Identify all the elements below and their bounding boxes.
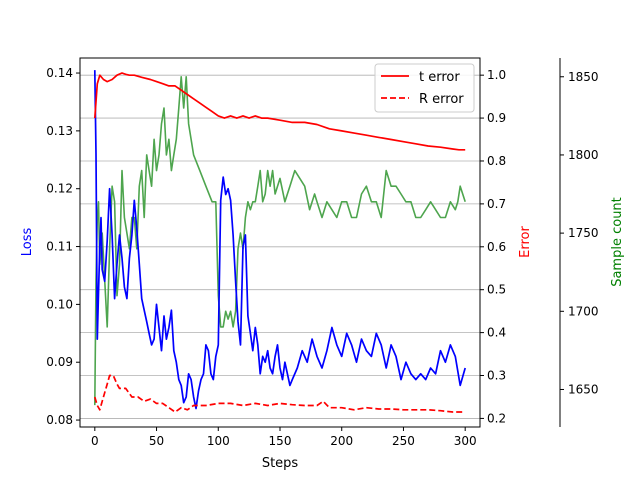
- far-right-tick-label: 1750: [568, 226, 599, 240]
- far-right-axis-label: Sample count: [610, 197, 625, 287]
- far-right-tick-label: 1700: [568, 304, 599, 318]
- x-tick-label: 300: [454, 434, 477, 448]
- legend-label-r-error: R error: [419, 92, 464, 107]
- legend-label-t-error: t error: [419, 70, 460, 85]
- legend: t error R error: [374, 63, 475, 113]
- x-axis: 0 50 100 150 200 250 300: [91, 427, 477, 448]
- left-axis-label: Loss: [20, 228, 35, 257]
- series-layer: [93, 70, 467, 413]
- right-tick-label: 0.7: [487, 197, 506, 211]
- right-axis-label: Error: [518, 226, 533, 258]
- right-tick-label: 0.4: [487, 326, 506, 340]
- left-tick-label: 0.13: [46, 124, 73, 138]
- x-axis-label: Steps: [262, 456, 299, 471]
- left-axis: 0.08 0.09 0.10 0.11 0.12 0.13 0.14: [46, 66, 80, 427]
- x-tick-label: 200: [330, 434, 353, 448]
- series-line-r-error: [93, 374, 466, 413]
- right-axis: 0.2 0.3 0.4 0.5 0.6 0.7 0.8 0.9 1.0: [480, 68, 506, 425]
- far-right-tick-label: 1650: [568, 382, 599, 396]
- left-tick-label: 0.10: [46, 297, 73, 311]
- left-tick-label: 0.09: [46, 355, 73, 369]
- left-tick-label: 0.12: [46, 182, 73, 196]
- far-right-tick-label: 1800: [568, 148, 599, 162]
- right-tick-label: 0.2: [487, 411, 506, 425]
- right-tick-label: 1.0: [487, 68, 506, 82]
- right-tick-label: 0.6: [487, 240, 506, 254]
- far-right-axis: 1650 1700 1750 1800 1850: [560, 70, 599, 396]
- x-tick-label: 250: [392, 434, 415, 448]
- left-tick-label: 0.08: [46, 413, 73, 427]
- right-tick-label: 0.9: [487, 111, 506, 125]
- x-tick-label: 150: [269, 434, 292, 448]
- grid-lines: [80, 74, 480, 419]
- left-tick-label: 0.11: [46, 240, 73, 254]
- left-tick-label: 0.14: [46, 66, 73, 80]
- x-tick-label: 0: [91, 434, 99, 448]
- series-line-sample-count: [94, 76, 466, 406]
- right-tick-label: 0.5: [487, 283, 506, 297]
- far-right-tick-label: 1850: [568, 70, 599, 84]
- right-tick-label: 0.3: [487, 369, 506, 383]
- series-line-t-error: [93, 72, 466, 151]
- x-tick-label: 100: [207, 434, 230, 448]
- series-line-loss: [93, 70, 467, 410]
- right-tick-label: 0.8: [487, 154, 506, 168]
- x-tick-label: 50: [149, 434, 164, 448]
